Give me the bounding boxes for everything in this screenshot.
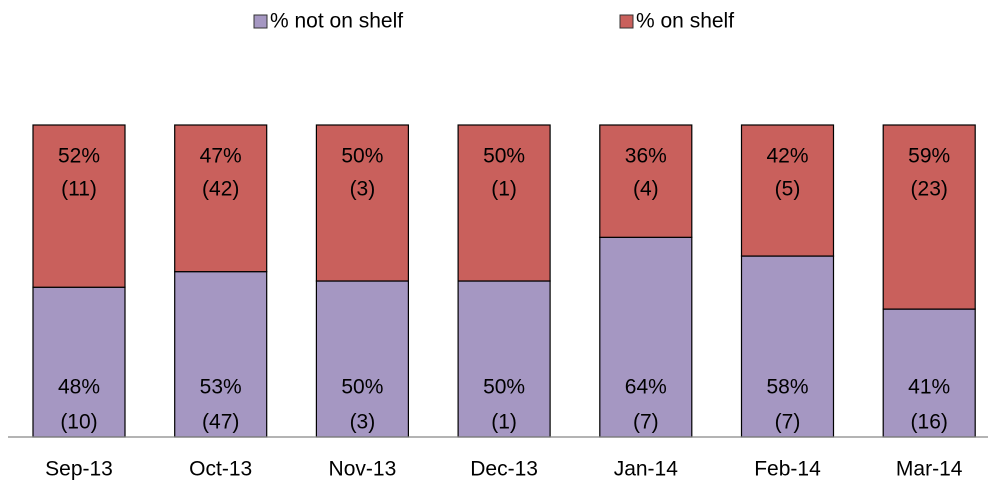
value-label: 64% (625, 376, 667, 399)
bar-segment (315, 280, 409, 438)
count-label: (3) (350, 178, 376, 201)
value-label: 50% (341, 145, 383, 168)
count-label: (7) (775, 411, 801, 434)
legend-swatch (619, 14, 634, 29)
value-label: 50% (341, 376, 383, 399)
value-label: 47% (200, 145, 242, 168)
count-label: (5) (775, 178, 801, 201)
count-label: (23) (911, 178, 948, 201)
x-tick-label: Sep-13 (45, 458, 113, 481)
bar-segment (457, 124, 551, 282)
value-label: 50% (483, 145, 525, 168)
count-label: (7) (633, 411, 659, 434)
bar-segment (32, 124, 126, 288)
value-label: 42% (766, 145, 808, 168)
value-label: 50% (483, 376, 525, 399)
value-label: 52% (58, 145, 100, 168)
value-label: 36% (625, 145, 667, 168)
count-label: (4) (633, 178, 659, 201)
bar-segment (599, 124, 693, 238)
value-label: 48% (58, 376, 100, 399)
count-label: (42) (202, 178, 239, 201)
value-label: 59% (908, 145, 950, 168)
legend-swatch (253, 14, 268, 29)
x-tick-label: Feb-14 (754, 458, 821, 481)
value-label: 41% (908, 376, 950, 399)
legend-label: % on shelf (636, 10, 734, 33)
bar-segment (174, 124, 268, 273)
bar-segment (740, 124, 835, 257)
count-label: (1) (491, 178, 517, 201)
x-tick-label: Nov-13 (329, 458, 397, 481)
count-label: (47) (202, 411, 239, 434)
bar-segment (599, 236, 693, 438)
bar-segment (882, 308, 976, 438)
bar-segment (740, 255, 835, 438)
count-label: (16) (911, 411, 948, 434)
x-tick-label: Jan-14 (614, 458, 679, 481)
x-tick-label: Dec-13 (470, 458, 538, 481)
bar-segment (315, 124, 409, 282)
count-label: (1) (491, 411, 517, 434)
value-label: 58% (766, 376, 808, 399)
count-label: (3) (350, 411, 376, 434)
value-label: 53% (200, 376, 242, 399)
bar-segment (32, 286, 126, 438)
bar-segment (882, 124, 976, 310)
x-tick-label: Mar-14 (896, 458, 963, 481)
x-tick-label: Oct-13 (189, 458, 252, 481)
count-label: (10) (60, 411, 97, 434)
legend-label: % not on shelf (270, 10, 403, 33)
count-label: (11) (61, 178, 97, 201)
